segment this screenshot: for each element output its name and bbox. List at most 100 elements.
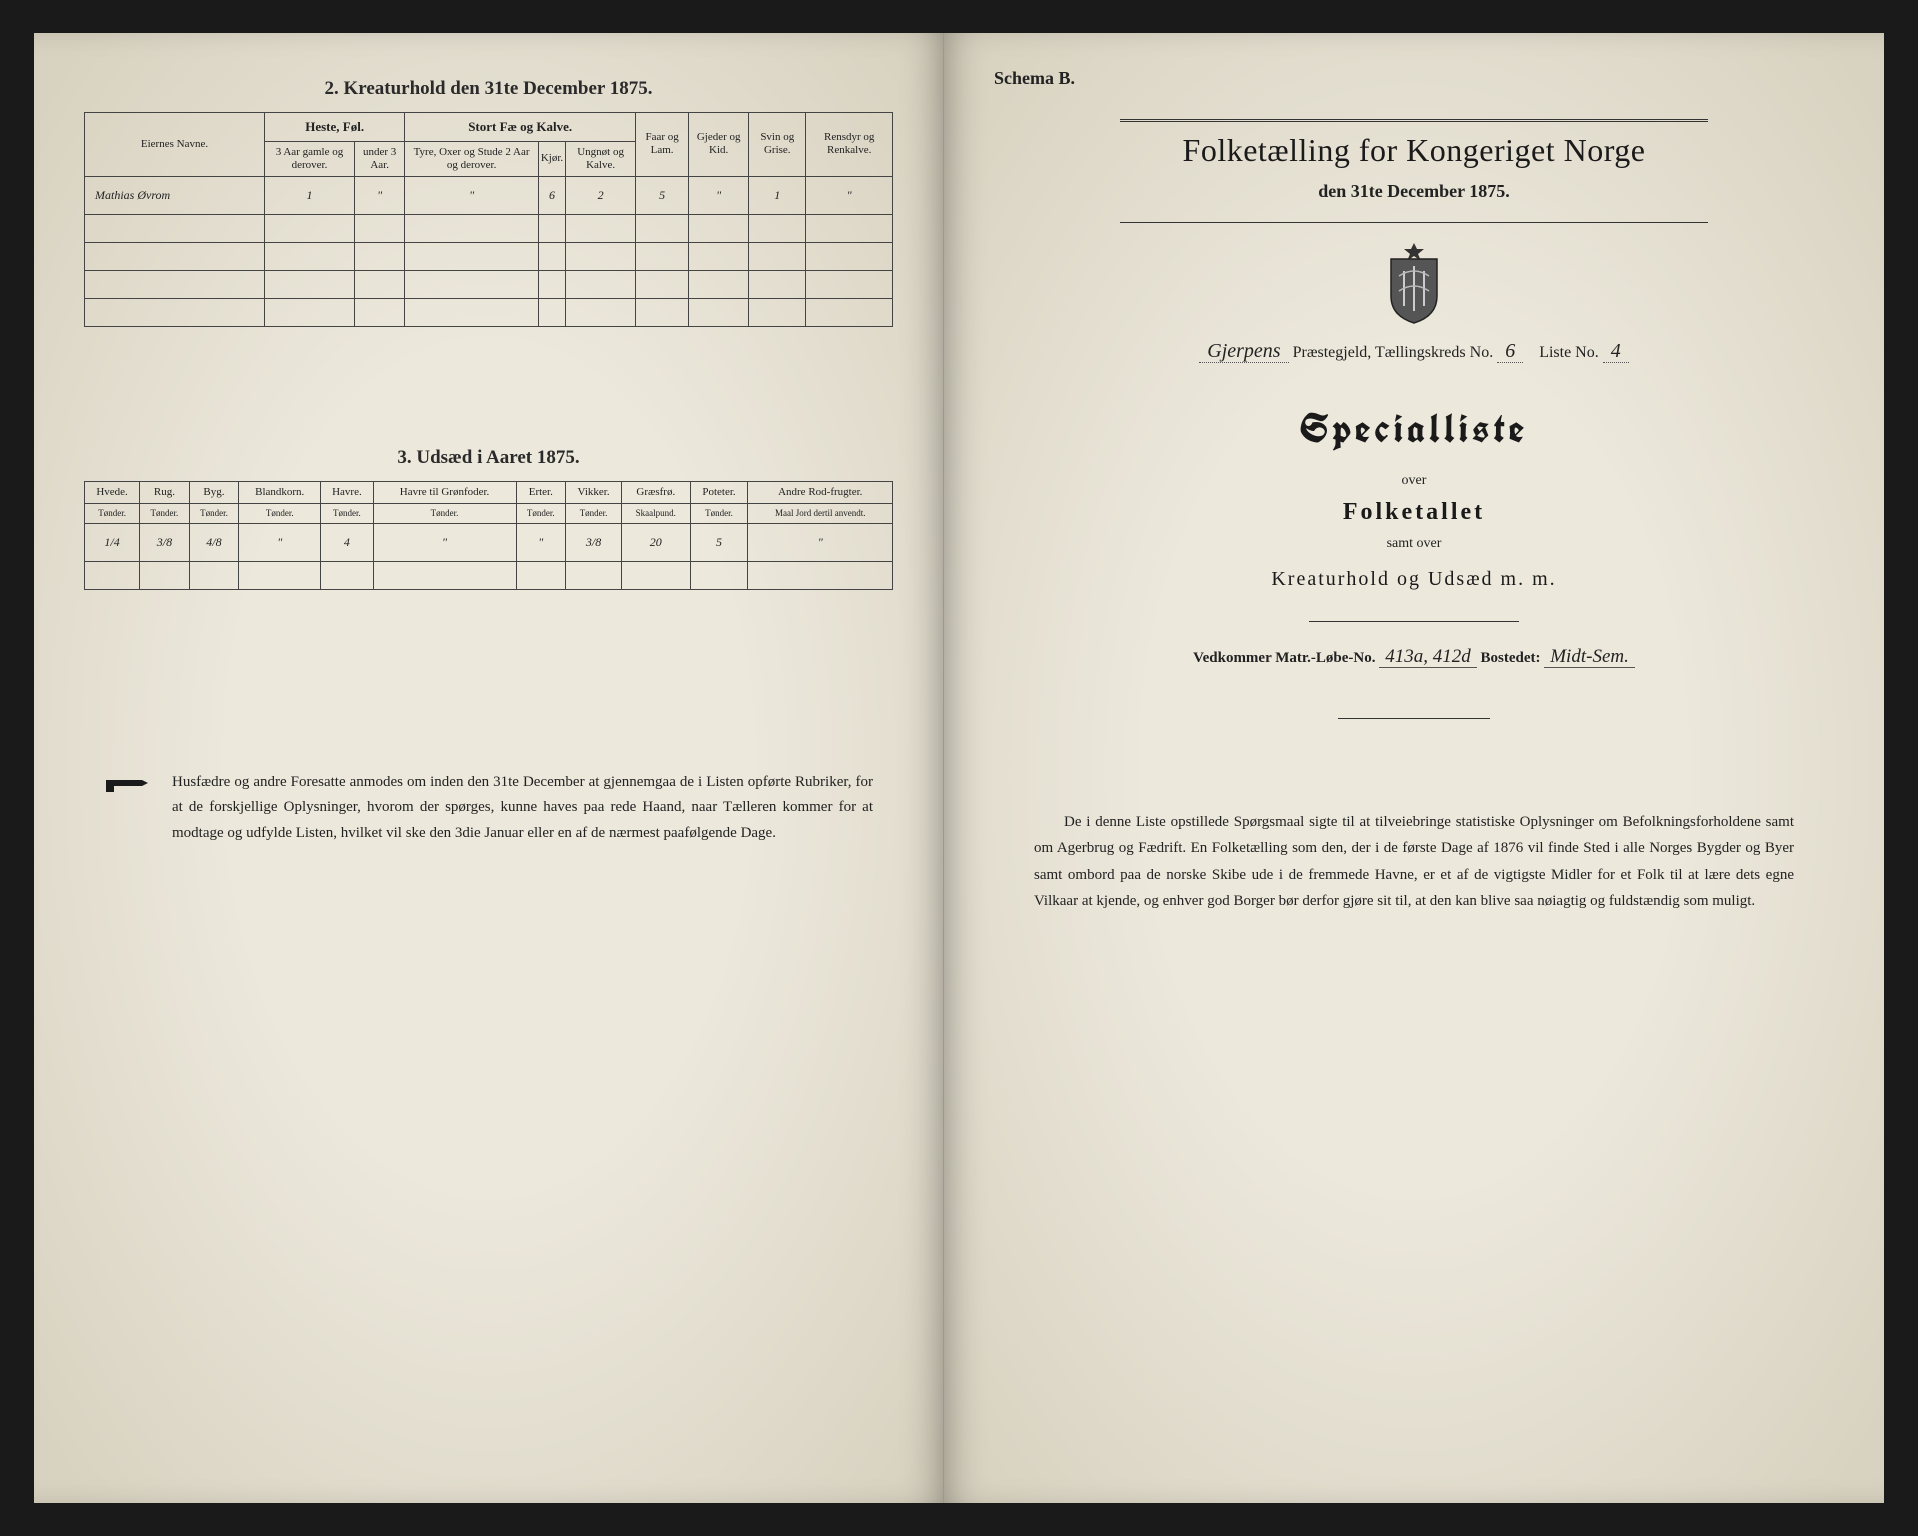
sowing-unit-row: Tønder. Tønder. Tønder. Tønder. Tønder. … — [85, 504, 893, 524]
district-prefix: Gjerpens — [1199, 340, 1288, 363]
unit: Tønder. — [690, 504, 748, 524]
schema-label: Schema B. — [994, 68, 1834, 89]
cell: 5 — [690, 523, 748, 561]
col: Græsfrø. — [622, 481, 690, 503]
empty-row — [85, 270, 893, 298]
cell: " — [748, 523, 893, 561]
cell: 3/8 — [566, 523, 622, 561]
specialliste-title: Specialliste — [994, 403, 1834, 455]
col-stort-b: Kjør. — [538, 141, 565, 176]
divider — [1120, 222, 1708, 223]
empty-row — [85, 214, 893, 242]
section3: 3. Udsæd i Aaret 1875. Hvede. Rug. Byg. … — [84, 447, 893, 590]
matr-line: Vedkommer Matr.-Løbe-No. 413a, 412d Bost… — [994, 646, 1834, 668]
right-page: Schema B. Folketælling for Kongeriget No… — [944, 33, 1884, 1503]
matr-value2: Midt-Sem. — [1544, 646, 1635, 668]
empty-row — [85, 242, 893, 270]
col-svin: Svin og Grise. — [749, 113, 806, 177]
unit: Tønder. — [566, 504, 622, 524]
unit: Tønder. — [516, 504, 566, 524]
cell: 1/4 — [85, 523, 140, 561]
col: Havre. — [321, 481, 373, 503]
liste-label: Liste No. — [1539, 344, 1599, 361]
sowing-data-row: 1/4 3/8 4/8 " 4 " " 3/8 20 5 " — [85, 523, 893, 561]
matr-value1: 413a, 412d — [1379, 646, 1477, 668]
cell: " — [806, 176, 893, 214]
cell: 2 — [566, 176, 636, 214]
unit: Maal Jord dertil anvendt. — [748, 504, 893, 524]
col-stort-a: Tyre, Oxer og Stude 2 Aar og derover. — [405, 141, 539, 176]
cell: 1 — [265, 176, 355, 214]
coat-of-arms-icon — [1379, 241, 1449, 326]
divider — [1309, 621, 1519, 622]
col: Byg. — [189, 481, 239, 503]
col-heste-b: under 3 Aar. — [354, 141, 404, 176]
folketallet-label: Folketallet — [994, 499, 1834, 526]
footnote-block: Husfædre og andre Foresatte anmodes om i… — [84, 770, 893, 847]
sowing-header-row: Hvede. Rug. Byg. Blandkorn. Havre. Havre… — [85, 481, 893, 503]
col: Vikker. — [566, 481, 622, 503]
section3-title: 3. Udsæd i Aaret 1875. — [84, 447, 893, 469]
footnote-text: Husfædre og andre Foresatte anmodes om i… — [172, 770, 873, 847]
book-spread: 2. Kreaturhold den 31te December 1875. E… — [34, 33, 1884, 1503]
unit: Tønder. — [373, 504, 516, 524]
divider — [1120, 119, 1708, 122]
unit: Tønder. — [239, 504, 321, 524]
unit: Tønder. — [321, 504, 373, 524]
main-title: Folketælling for Kongeriget Norge — [994, 132, 1834, 169]
right-paragraph: De i denne Liste opstillede Spørgsmaal s… — [1034, 809, 1794, 914]
livestock-table: Eiernes Navne. Heste, Føl. Stort Fæ og K… — [84, 112, 893, 327]
group-heste: Heste, Føl. — [265, 113, 405, 142]
col: Hvede. — [85, 481, 140, 503]
col: Andre Rod-frugter. — [748, 481, 893, 503]
col: Havre til Grønfoder. — [373, 481, 516, 503]
cell: 20 — [622, 523, 690, 561]
cell: " — [516, 523, 566, 561]
group-stort: Stort Fæ og Kalve. — [405, 113, 636, 142]
cell: 4 — [321, 523, 373, 561]
pointing-hand-icon — [104, 770, 152, 798]
sowing-table: Hvede. Rug. Byg. Blandkorn. Havre. Havre… — [84, 481, 893, 590]
col: Poteter. — [690, 481, 748, 503]
cell: 1 — [749, 176, 806, 214]
date-line: den 31te December 1875. — [994, 181, 1834, 202]
cell: " — [373, 523, 516, 561]
cell: " — [354, 176, 404, 214]
col: Erter. — [516, 481, 566, 503]
col-heste-a: 3 Aar gamle og derover. — [265, 141, 355, 176]
over-label: over — [994, 473, 1834, 489]
cell: " — [405, 176, 539, 214]
livestock-row: Mathias Øvrom 1 " " 6 2 5 " 1 " — [85, 176, 893, 214]
unit: Tønder. — [189, 504, 239, 524]
divider — [1338, 718, 1489, 719]
matr-label1: Vedkommer Matr.-Løbe-No. — [1193, 650, 1375, 666]
col-gjeder: Gjeder og Kid. — [689, 113, 749, 177]
matr-label2: Bostedet: — [1480, 650, 1540, 666]
empty-row — [85, 298, 893, 326]
cell: 4/8 — [189, 523, 239, 561]
kreatur-label: Kreaturhold og Udsæd m. m. — [994, 568, 1834, 591]
cell: " — [239, 523, 321, 561]
col: Rug. — [140, 481, 190, 503]
col-owner: Eiernes Navne. — [85, 113, 265, 177]
owner-name: Mathias Øvrom — [85, 176, 265, 214]
unit: Tønder. — [140, 504, 190, 524]
section2-title: 2. Kreaturhold den 31te December 1875. — [84, 78, 893, 100]
cell: 6 — [538, 176, 565, 214]
unit: Tønder. — [85, 504, 140, 524]
cell: " — [689, 176, 749, 214]
cell: 3/8 — [140, 523, 190, 561]
col-stort-c: Ungnøt og Kalve. — [566, 141, 636, 176]
district-label: Præstegjeld, Tællingskreds No. — [1293, 344, 1494, 361]
empty-row — [85, 561, 893, 589]
unit: Skaalpund. — [622, 504, 690, 524]
left-page: 2. Kreaturhold den 31te December 1875. E… — [34, 33, 944, 1503]
district-line: Gjerpens Præstegjeld, Tællingskreds No. … — [994, 340, 1834, 363]
col-faar: Faar og Lam. — [636, 113, 689, 177]
liste-value: 4 — [1603, 340, 1629, 363]
district-value: 6 — [1497, 340, 1523, 363]
cell: 5 — [636, 176, 689, 214]
samt-label: samt over — [994, 536, 1834, 552]
col: Blandkorn. — [239, 481, 321, 503]
col-ren: Rensdyr og Renkalve. — [806, 113, 893, 177]
